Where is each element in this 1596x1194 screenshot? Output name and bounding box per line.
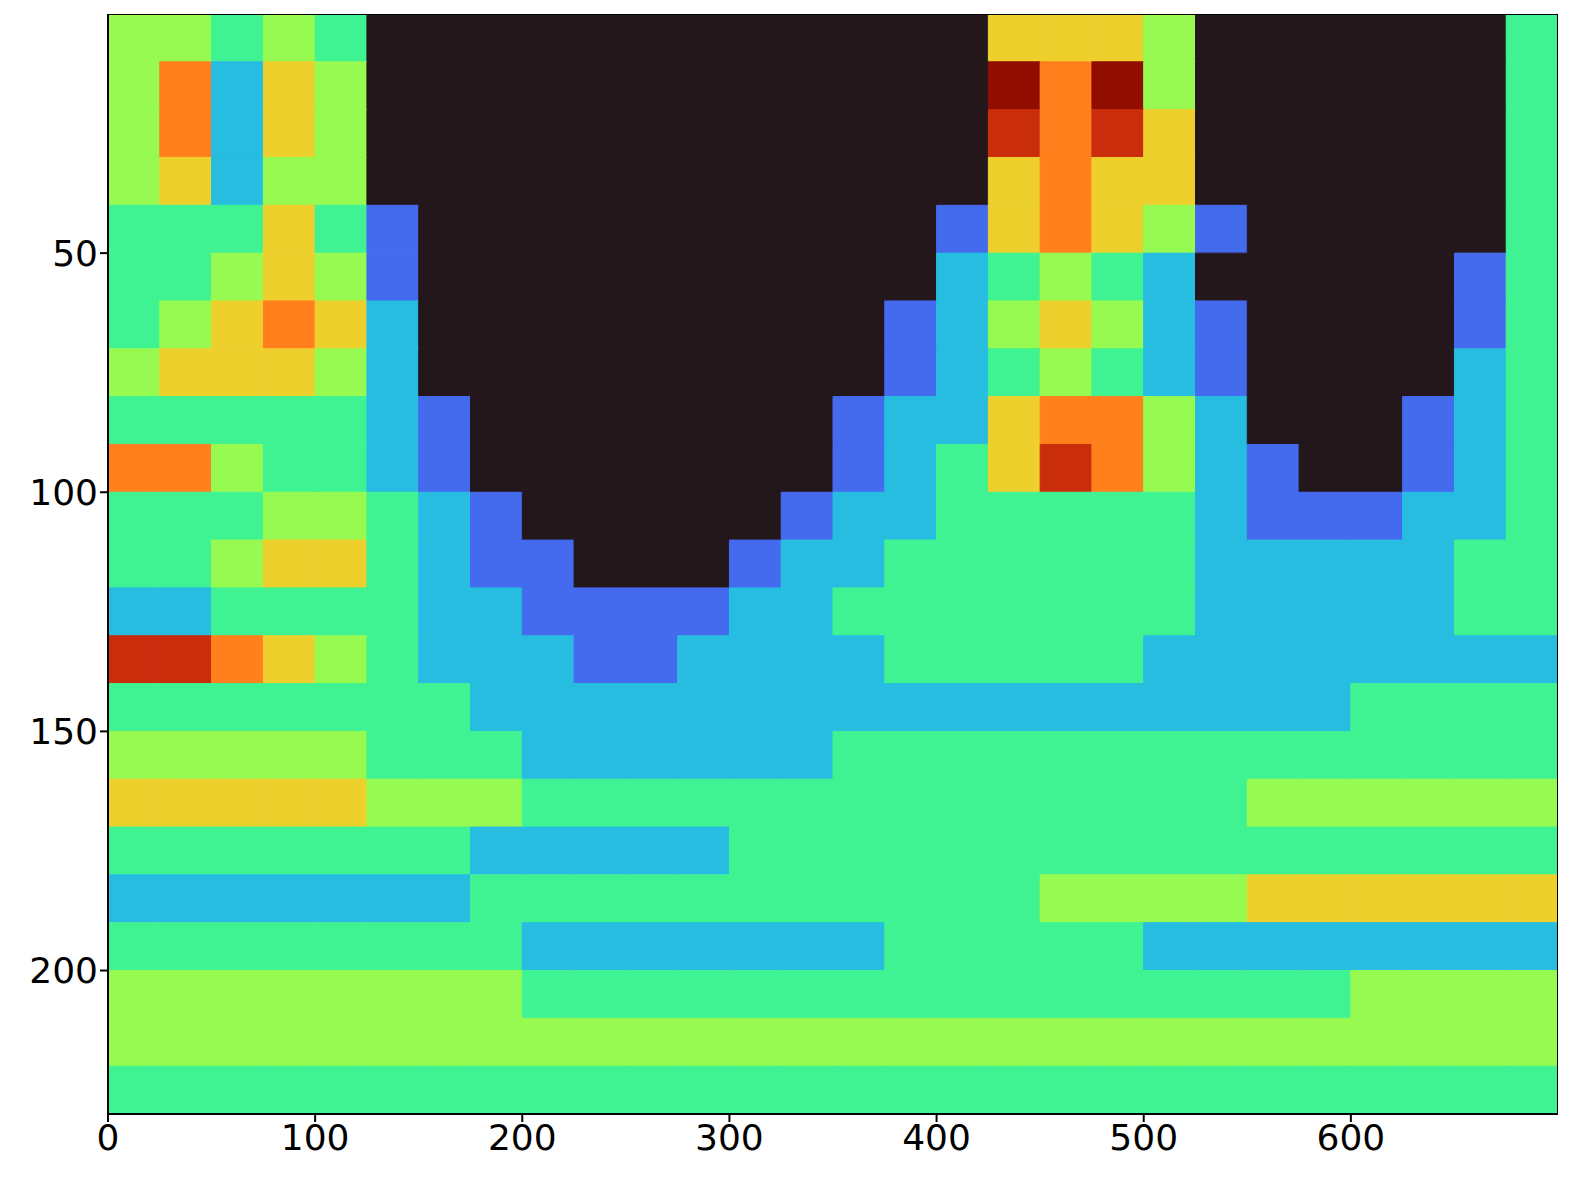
svg-text:300: 300 bbox=[695, 1117, 764, 1158]
svg-text:150: 150 bbox=[29, 711, 98, 752]
svg-text:50: 50 bbox=[52, 233, 98, 274]
svg-text:100: 100 bbox=[29, 472, 98, 513]
svg-text:600: 600 bbox=[1316, 1117, 1385, 1158]
svg-text:500: 500 bbox=[1109, 1117, 1178, 1158]
svg-text:100: 100 bbox=[281, 1117, 350, 1158]
svg-text:0: 0 bbox=[97, 1117, 120, 1158]
svg-text:200: 200 bbox=[29, 950, 98, 991]
svg-text:200: 200 bbox=[488, 1117, 557, 1158]
svg-text:400: 400 bbox=[902, 1117, 971, 1158]
